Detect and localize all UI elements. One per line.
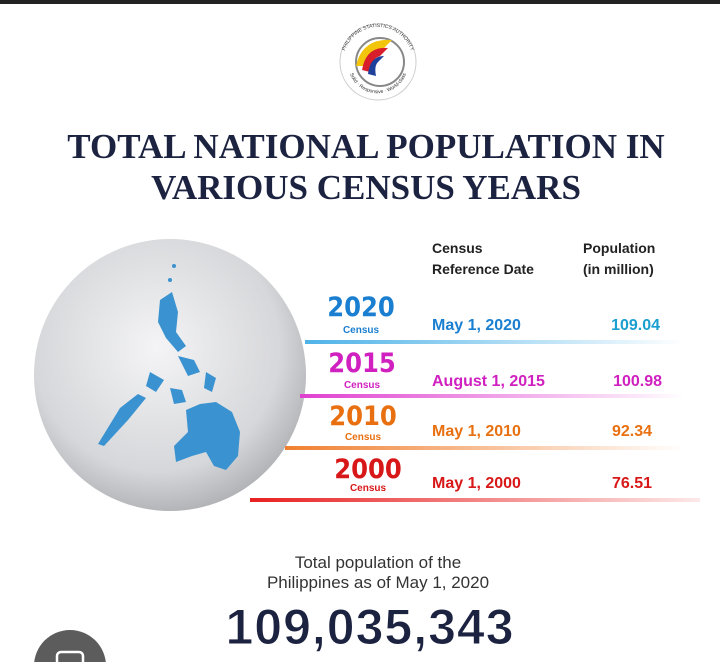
column-header: (in million) (583, 261, 654, 277)
census-year: 2010 (329, 401, 397, 432)
row-rule (305, 340, 685, 344)
reference-date: May 1, 2010 (432, 423, 521, 440)
total-population: 109,035,343 (225, 599, 514, 655)
population: 100.98 (613, 373, 662, 390)
reference-date: May 1, 2020 (432, 317, 521, 334)
caption: Philippines as of May 1, 2020 (267, 573, 489, 592)
column-header: Population (583, 240, 655, 256)
census-label: Census (345, 432, 382, 443)
column-header: Census (432, 240, 483, 256)
population: 109.04 (611, 317, 660, 334)
row: 2020 Census May 1, 2020 109.04 (305, 292, 685, 344)
lens-button[interactable] (34, 630, 106, 662)
title-line: VARIOUS CENSUS YEARS (151, 168, 581, 207)
census-year: 2020 (327, 292, 395, 323)
row-rule (250, 498, 700, 502)
population: 92.34 (612, 423, 652, 440)
row: 2000 Census May 1, 2000 76.51 (250, 454, 700, 502)
census-year: 2015 (328, 348, 396, 379)
population: 76.51 (612, 475, 652, 492)
census-label: Census (344, 380, 381, 391)
row: 2015 Census August 1, 2015 100.98 (300, 348, 685, 398)
row-rule (285, 446, 685, 450)
reference-date: May 1, 2000 (432, 475, 521, 492)
row-rule (300, 394, 685, 398)
logo: PHILIPPINE STATISTICS AUTHORITY Solid · … (339, 23, 417, 101)
top-border (0, 0, 720, 4)
row: 2010 Census May 1, 2010 92.34 (285, 401, 685, 450)
column-header: Reference Date (432, 261, 534, 277)
census-label: Census (343, 325, 380, 336)
census-label: Census (350, 483, 387, 494)
title-line: TOTAL NATIONAL POPULATION IN (67, 127, 664, 166)
census-year: 2000 (334, 454, 402, 485)
caption: Total population of the (295, 553, 461, 572)
map-globe (34, 239, 306, 511)
table-header: Census Reference Date Population (in mil… (432, 240, 655, 277)
reference-date: August 1, 2015 (432, 373, 545, 390)
